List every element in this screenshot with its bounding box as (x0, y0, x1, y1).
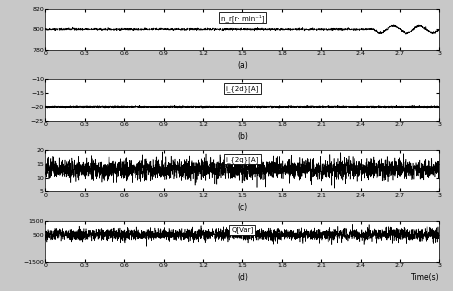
Text: i_{2d}[A]: i_{2d}[A] (226, 85, 259, 92)
Text: (d): (d) (237, 274, 248, 282)
Text: Q[Var]: Q[Var] (231, 226, 254, 233)
Text: n_r[r· min⁻¹]: n_r[r· min⁻¹] (221, 14, 264, 22)
Text: (c): (c) (237, 203, 247, 212)
Text: (a): (a) (237, 61, 248, 70)
Text: Time(s): Time(s) (411, 274, 439, 282)
Text: i_{2q}[A]: i_{2q}[A] (226, 156, 259, 163)
Text: (b): (b) (237, 132, 248, 141)
